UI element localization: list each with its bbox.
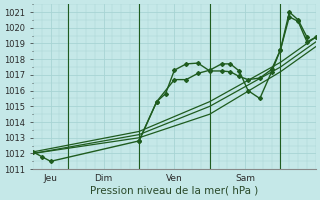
X-axis label: Pression niveau de la mer( hPa ): Pression niveau de la mer( hPa ) bbox=[90, 186, 259, 196]
